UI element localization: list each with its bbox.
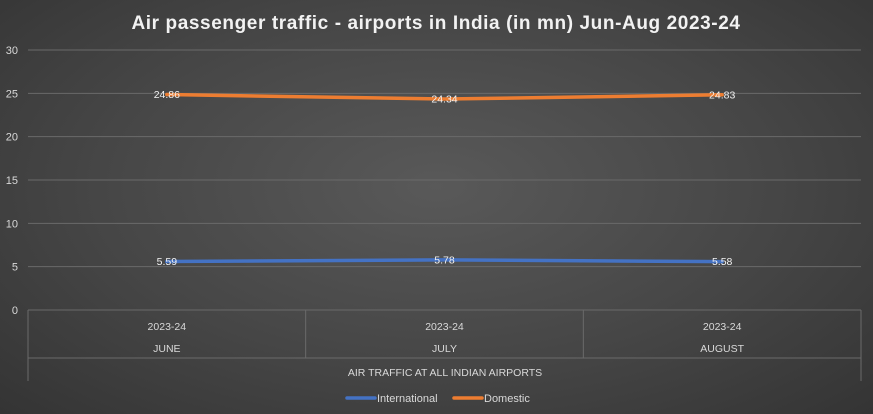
x-tick-year: 2023-24: [425, 321, 464, 333]
legend: International Domestic: [345, 393, 530, 405]
x-tick-month: AUGUST: [700, 343, 744, 355]
y-tick-label: 10: [6, 218, 18, 230]
y-tick-label: 15: [6, 175, 18, 187]
y-tick-label: 25: [6, 88, 18, 100]
data-label: 24.34: [431, 94, 457, 106]
series-line-domestic: [165, 92, 724, 101]
data-label: 24.86: [154, 89, 180, 101]
x-tick-month: JULY: [432, 343, 457, 355]
y-tick-label: 0: [12, 305, 18, 317]
data-label: 24.83: [709, 89, 735, 101]
data-label: 5.59: [157, 256, 178, 268]
data-labels: 5.59 5.78 5.58 24.86 24.34 24.83: [154, 89, 736, 268]
chart-title: Air passenger traffic - airports in Indi…: [131, 13, 740, 34]
series-lines: [165, 92, 724, 264]
legend-label: Domestic: [484, 393, 530, 405]
data-label: 5.78: [434, 254, 455, 266]
series-line-international: [165, 258, 724, 264]
y-tick-label: 20: [6, 132, 18, 144]
y-tick-label: 5: [12, 262, 18, 274]
data-label: 5.58: [712, 256, 733, 268]
axes: 0 5 10 15 20 25 30 2023-24 JUNE 2023-24 JULY 2023-2…: [6, 45, 862, 381]
x-tick-year: 2023-24: [703, 321, 742, 333]
x-tick-year: 2023-24: [148, 321, 187, 333]
x-tick-month: JUNE: [153, 343, 180, 355]
y-tick-label: 30: [6, 45, 18, 57]
x-axis-title: AIR TRAFFIC AT ALL INDIAN AIRPORTS: [348, 367, 542, 379]
legend-label: International: [377, 393, 438, 405]
